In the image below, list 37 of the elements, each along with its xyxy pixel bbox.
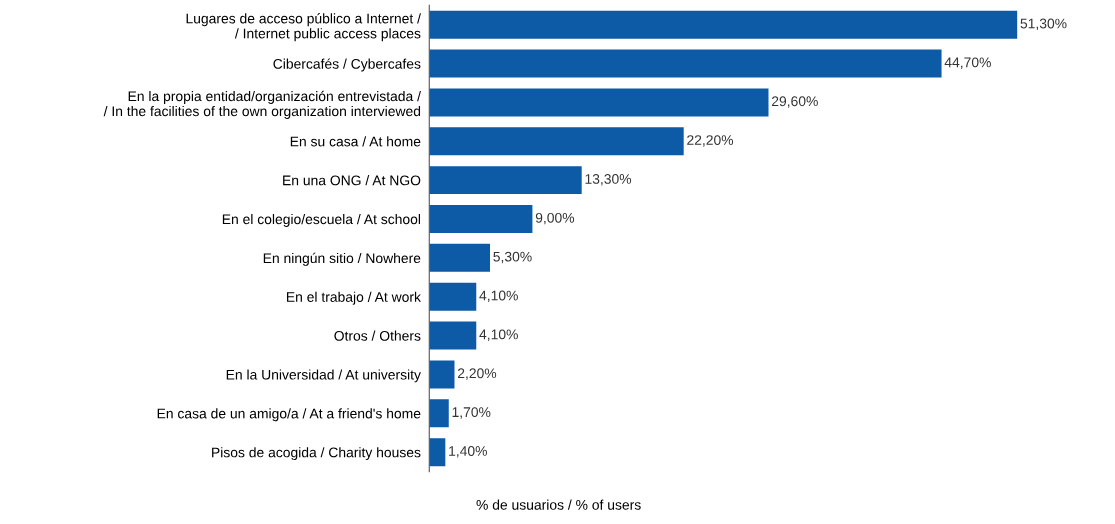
data-label: 51,30%	[1020, 18, 1067, 31]
bar	[429, 399, 449, 428]
data-label: 2,20%	[457, 368, 497, 380]
y-tick-label: En su casa / At home	[290, 136, 421, 147]
y-tick-label: En la propia entidad/organización entrevistada / / In the facilities of the own organization interviewed	[103, 90, 421, 119]
y-tick-label: En la Universidad / At university	[226, 369, 421, 383]
bar	[429, 282, 477, 311]
y-tick-label: Cibercafés / Cybercafes	[273, 58, 421, 72]
bar	[429, 243, 491, 272]
bar	[429, 49, 942, 78]
bar	[429, 10, 1018, 39]
y-tick-label: En casa de un amigo/a / At a friend's home	[157, 408, 421, 422]
data-label: 22,20%	[687, 135, 734, 147]
data-label: 4,10%	[479, 329, 518, 341]
bar	[429, 127, 684, 156]
data-label: 1,40%	[449, 446, 487, 458]
y-tick-label: En el colegio/escuela / At school	[222, 213, 421, 227]
data-label: 29,60%	[771, 96, 818, 108]
y-tick-label: Pisos de acogida / Charity houses	[212, 447, 421, 461]
data-label: 13,30%	[585, 174, 632, 186]
data-label: 5,30%	[493, 251, 532, 264]
bar	[429, 88, 769, 117]
data-label: 9,00%	[535, 212, 575, 225]
bar	[429, 438, 446, 467]
data-label: 1,70%	[452, 407, 491, 419]
bar	[429, 360, 455, 389]
data-label: 4,10%	[479, 290, 518, 303]
bar	[429, 205, 533, 233]
y-tick-label: Otros / Others	[334, 330, 421, 341]
y-tick-label: Lugares de acceso público a Internet / / Internet public access places	[186, 13, 421, 42]
bar	[429, 321, 477, 350]
y-tick-label: En el trabajo / At work	[286, 291, 421, 305]
x-axis-title: % de usuarios / % of users	[476, 499, 641, 510]
y-tick-label: En una ONG / At NGO	[283, 175, 421, 186]
y-tick-label: En ningún sitio / Nowhere	[263, 252, 421, 266]
data-label: 44,70%	[944, 57, 991, 69]
bar	[429, 166, 582, 195]
